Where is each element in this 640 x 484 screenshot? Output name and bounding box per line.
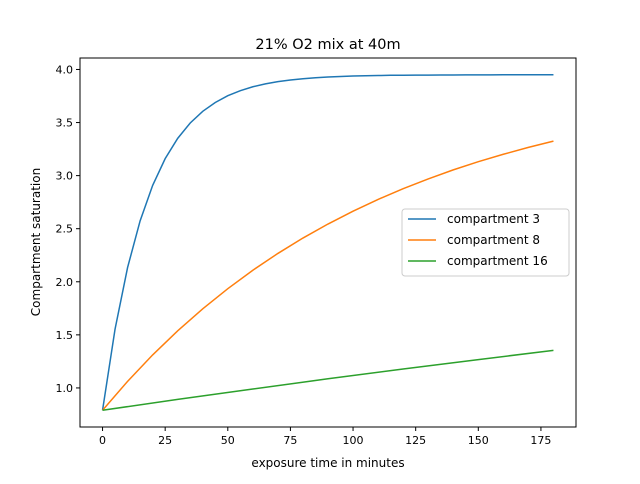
legend-label: compartment 8 [447, 233, 540, 247]
legend-label: compartment 3 [447, 212, 540, 226]
legend-label: compartment 16 [447, 254, 548, 268]
y-axis-label: Compartment saturation [29, 168, 43, 316]
y-tick-label: 1.5 [56, 329, 74, 342]
x-tick-label: 0 [99, 434, 106, 447]
y-tick-label: 1.0 [56, 382, 74, 395]
x-tick-label: 175 [530, 434, 551, 447]
y-tick-label: 3.5 [56, 117, 74, 130]
series-line-2 [101, 140, 554, 411]
x-tick-label: 100 [343, 434, 364, 447]
y-tick-label: 4.0 [56, 63, 74, 76]
x-tick-label: 150 [468, 434, 489, 447]
legend: compartment 3 compartment 8 compartment 16 [401, 208, 570, 277]
x-tick-label: 25 [158, 434, 172, 447]
series-line-3 [102, 349, 554, 411]
x-tick-label: 75 [283, 434, 297, 447]
y-tick-label: 2.0 [56, 276, 74, 289]
legend-box [401, 208, 570, 277]
plot-frame [79, 57, 577, 428]
x-axis-label: exposure time in minutes [251, 456, 404, 470]
y-tick-label: 3.0 [56, 170, 74, 183]
x-tick-label: 125 [405, 434, 426, 447]
x-tick-label: 50 [221, 434, 235, 447]
y-tick-label: 2.5 [56, 223, 74, 236]
series-line-1 [101, 74, 554, 411]
chart-title: 21% O2 mix at 40m [255, 37, 400, 53]
